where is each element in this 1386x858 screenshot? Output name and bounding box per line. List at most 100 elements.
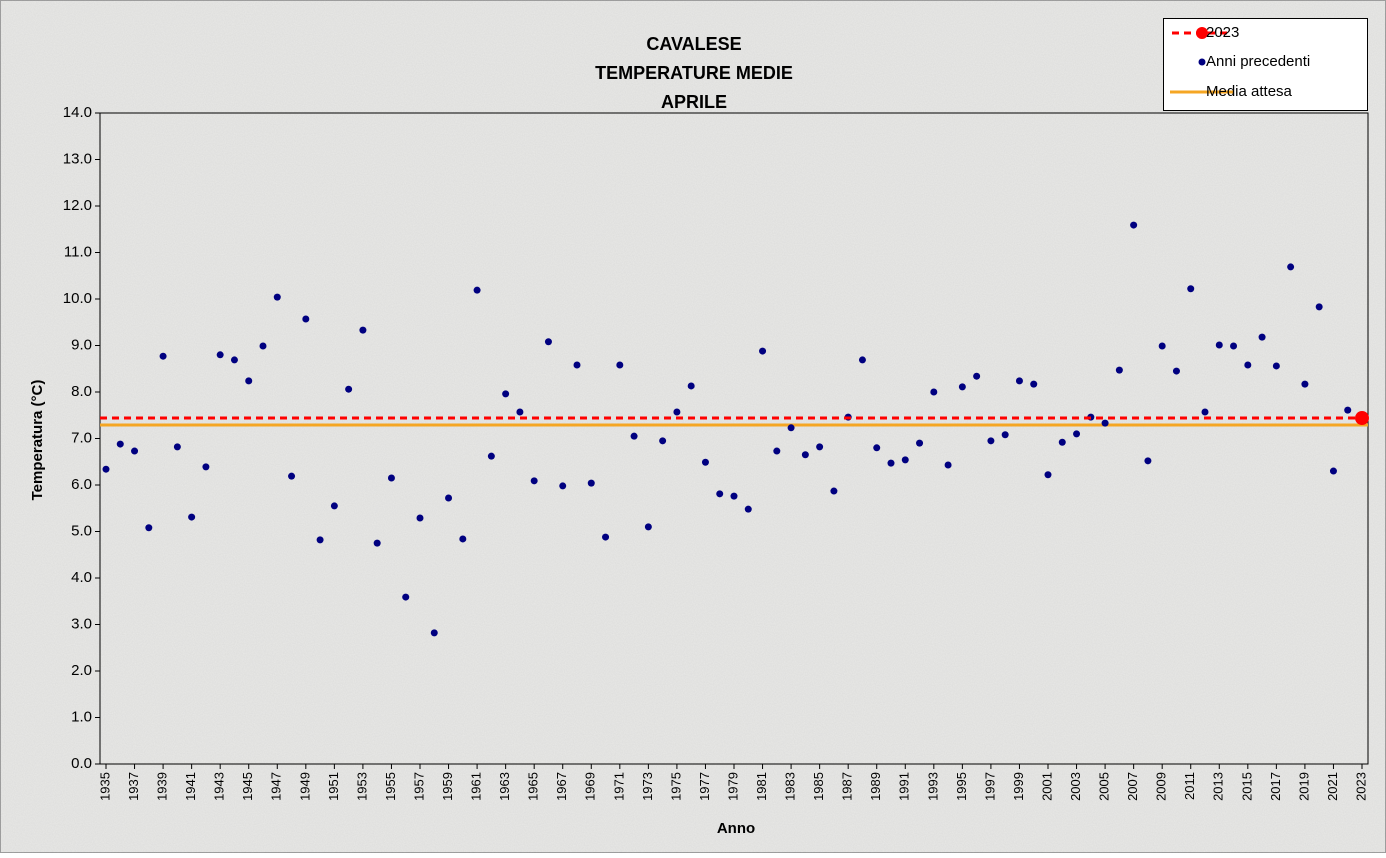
x-tick-label: 2005	[1097, 772, 1112, 801]
data-point	[944, 461, 952, 469]
x-tick-label: 1955	[383, 772, 398, 801]
data-point	[188, 513, 196, 521]
y-tick-label: 8.0	[71, 383, 92, 400]
y-tick-label: 6.0	[71, 476, 92, 493]
data-point	[1272, 362, 1280, 370]
data-point	[1158, 342, 1166, 350]
data-point	[230, 356, 238, 364]
y-tick-label: 1.0	[71, 708, 92, 725]
data-point	[445, 494, 453, 502]
chart-title: TEMPERATURE MEDIE	[595, 63, 793, 83]
x-tick-label: 2013	[1211, 772, 1226, 801]
data-point	[273, 293, 281, 301]
y-tick-label: 10.0	[63, 290, 92, 307]
data-point	[1130, 221, 1138, 229]
x-tick-label: 1997	[982, 772, 997, 801]
x-tick-label: 1983	[783, 772, 798, 801]
data-point	[216, 351, 224, 359]
data-point	[1115, 366, 1123, 374]
data-point	[873, 444, 881, 452]
x-tick-label: 1989	[868, 772, 883, 801]
y-tick-label: 0.0	[71, 755, 92, 772]
x-tick-label: 2003	[1068, 772, 1083, 801]
data-point	[1287, 263, 1295, 271]
data-point	[473, 286, 481, 294]
data-point	[644, 523, 652, 531]
x-tick-label: 1939	[155, 772, 170, 801]
y-tick-label: 7.0	[71, 429, 92, 446]
data-point	[1315, 303, 1323, 311]
x-tick-label: 1987	[840, 772, 855, 801]
legend-label: Media attesa	[1206, 83, 1293, 100]
data-point	[701, 458, 709, 466]
data-point	[1230, 342, 1238, 350]
data-point	[787, 424, 795, 432]
data-point	[1344, 406, 1352, 414]
data-point	[1187, 285, 1195, 293]
x-tick-label: 1949	[297, 772, 312, 801]
x-tick-label: 1945	[240, 772, 255, 801]
x-tick-label: 2011	[1182, 772, 1197, 800]
x-tick-label: 2017	[1268, 772, 1283, 801]
x-tick-label: 1951	[326, 772, 341, 801]
data-point	[1201, 408, 1209, 416]
data-point	[630, 432, 638, 440]
x-tick-label: 1943	[212, 772, 227, 801]
data-point	[487, 452, 495, 460]
chart-title: CAVALESE	[646, 34, 741, 54]
data-point	[559, 482, 567, 490]
data-point	[673, 408, 681, 416]
legend-swatch	[1196, 27, 1208, 39]
data-point	[816, 443, 824, 451]
x-tick-label: 1985	[811, 772, 826, 801]
legend-swatch	[1198, 58, 1206, 66]
x-tick-label: 1969	[583, 772, 598, 801]
data-point	[302, 315, 310, 323]
x-tick-label: 2019	[1296, 772, 1311, 801]
y-tick-label: 2.0	[71, 662, 92, 679]
data-point	[930, 388, 938, 396]
x-tick-label: 1973	[640, 772, 655, 801]
x-tick-label: 1975	[668, 772, 683, 801]
data-point	[288, 472, 296, 480]
data-point	[159, 352, 167, 360]
data-point	[544, 338, 552, 346]
data-point	[1329, 467, 1337, 475]
y-tick-label: 14.0	[63, 104, 92, 121]
x-tick-label: 1941	[183, 772, 198, 801]
data-point	[759, 347, 767, 355]
data-point	[659, 437, 667, 445]
x-tick-label: 2001	[1039, 772, 1054, 801]
y-tick-label: 12.0	[63, 197, 92, 214]
data-point	[1073, 430, 1081, 438]
data-point	[916, 439, 924, 447]
data-point	[502, 390, 510, 398]
data-point	[958, 383, 966, 391]
data-point	[516, 408, 524, 416]
data-point	[116, 440, 124, 448]
x-axis-label: Anno	[717, 820, 755, 837]
data-point	[1001, 431, 1009, 439]
x-tick-label: 1957	[411, 772, 426, 801]
x-tick-label: 2007	[1125, 772, 1140, 801]
data-point	[416, 514, 424, 522]
data-point	[1258, 333, 1266, 341]
data-point	[616, 361, 624, 369]
y-tick-label: 5.0	[71, 522, 92, 539]
data-point	[430, 629, 438, 637]
data-point	[887, 459, 895, 467]
data-point	[1301, 380, 1309, 388]
data-point	[245, 377, 253, 385]
x-tick-label: 1971	[611, 772, 626, 801]
data-point	[131, 447, 139, 455]
x-tick-label: 2021	[1325, 772, 1340, 801]
legend-label: Anni precedenti	[1206, 53, 1310, 70]
x-tick-label: 1967	[554, 772, 569, 801]
data-point	[773, 447, 781, 455]
data-point	[587, 479, 595, 487]
data-point	[1101, 419, 1109, 427]
data-point	[173, 443, 181, 451]
data-point	[459, 535, 467, 543]
